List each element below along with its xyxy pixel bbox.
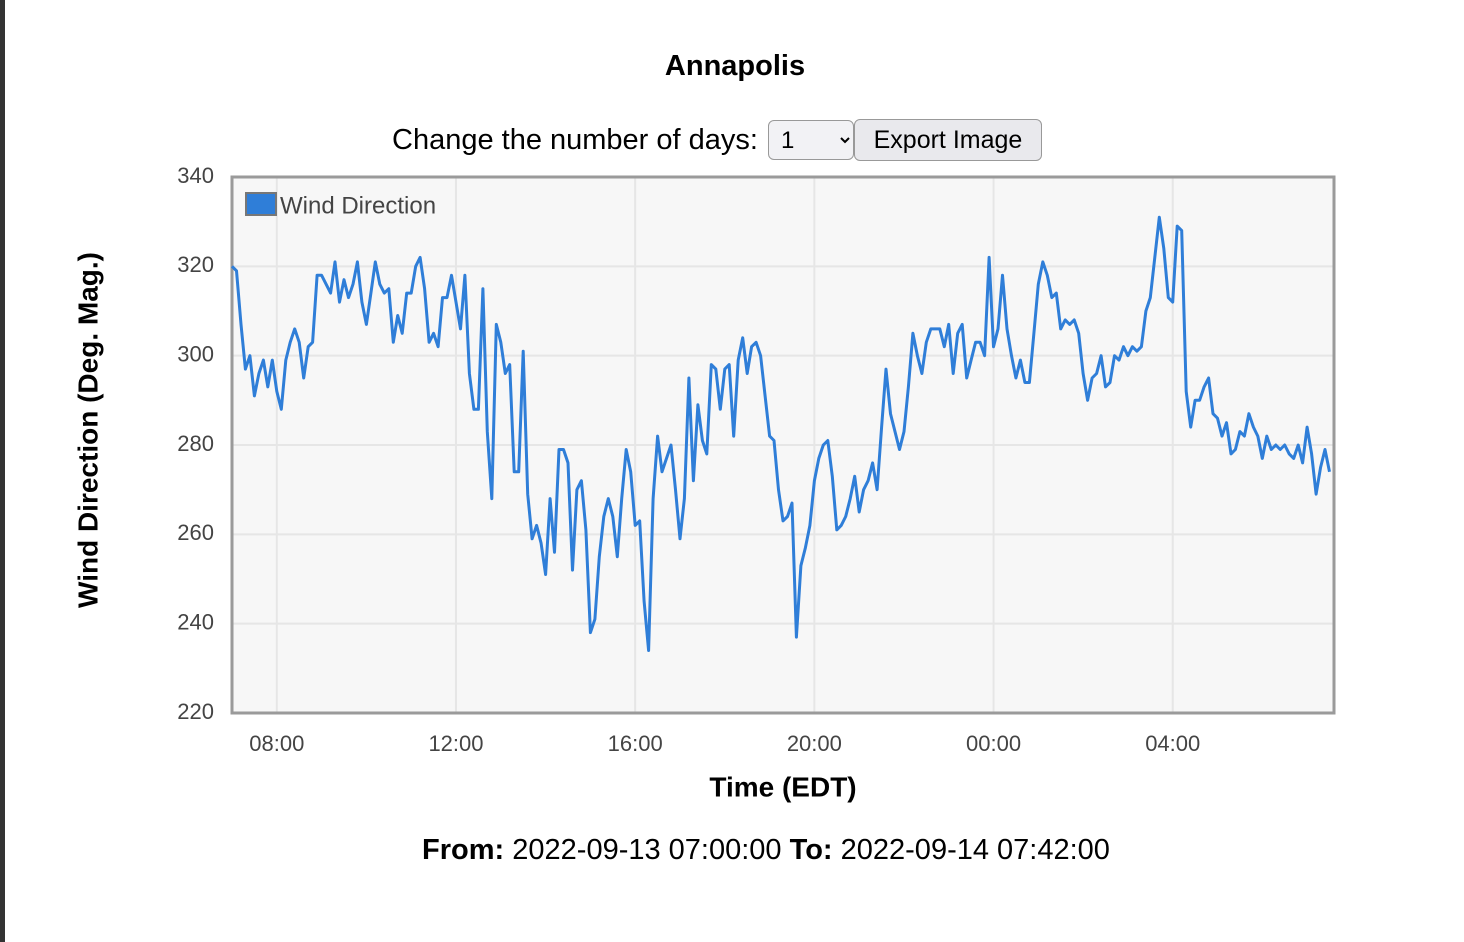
export-button[interactable]: Export Image [853, 119, 1042, 161]
controls: Change the number of days: 1 Export Imag… [392, 118, 1042, 162]
y-tick-label: 340 [177, 163, 214, 188]
from-value: 2022-09-13 07:00:00 [512, 834, 782, 866]
y-axis-title: Wind Direction (Deg. Mag.) [72, 252, 103, 608]
x-axis-title: Time (EDT) [709, 771, 856, 802]
days-label: Change the number of days: [392, 123, 758, 156]
y-tick-label: 280 [177, 431, 214, 456]
page-title: Annapolis [664, 50, 806, 82]
y-tick-label: 240 [177, 609, 214, 634]
legend-label: Wind Direction [280, 192, 436, 219]
x-tick-label: 08:00 [249, 731, 304, 756]
window-edge [0, 0, 5, 942]
days-select[interactable]: 1 [767, 120, 854, 160]
x-tick-label: 16:00 [608, 731, 663, 756]
y-tick-label: 320 [177, 252, 214, 277]
y-tick-label: 260 [177, 520, 214, 545]
to-label: To: [789, 834, 833, 866]
x-tick-label: 04:00 [1145, 731, 1200, 756]
plot-border [230, 175, 1336, 715]
footer: From: 2022-09-13 07:00:00 To: 2022-09-14… [0, 834, 1464, 867]
y-tick-label: 220 [177, 699, 214, 724]
data-line [230, 215, 1331, 652]
y-tick-label: 300 [177, 341, 214, 366]
to-value: 2022-09-14 07:42:00 [840, 834, 1110, 866]
x-tick-label: 12:00 [428, 731, 483, 756]
from-label: From: [422, 834, 505, 866]
x-tick-label: 20:00 [787, 731, 842, 756]
legend-swatch [245, 192, 277, 216]
x-tick-label: 00:00 [966, 731, 1021, 756]
